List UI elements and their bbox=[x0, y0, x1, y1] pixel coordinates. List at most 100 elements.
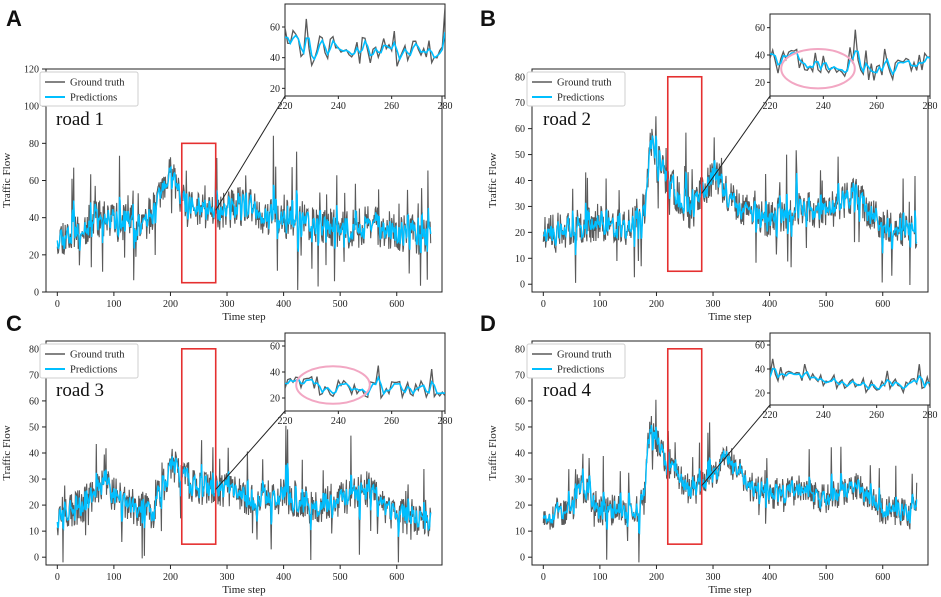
x-tick-label: 500 bbox=[819, 299, 834, 310]
x-axis-label: Time step bbox=[708, 584, 752, 596]
panel-a: 0 100 200 300 400 500 600 0 20 40 60 80 100 120 Time s… bbox=[1, 3, 453, 323]
inset-frame bbox=[284, 332, 446, 412]
inset-series-ground-truth bbox=[770, 29, 930, 82]
highlight-box bbox=[180, 142, 217, 284]
panel-c: 0 100 200 300 400 500 600 0 10 20 30 40 50 60 70 80 Time… bbox=[1, 311, 453, 596]
y-tick-label: 10 bbox=[515, 527, 525, 538]
legend: Ground truth Predictions bbox=[39, 71, 139, 107]
legend-label-ground-truth: Ground truth bbox=[70, 350, 125, 361]
y-axis-label: Traffic Flow bbox=[1, 153, 13, 208]
y-tick-label: 100 bbox=[24, 102, 39, 113]
y-tick-label: 40 bbox=[515, 176, 525, 187]
road-label: road 4 bbox=[543, 380, 592, 401]
series-ground-truth bbox=[542, 116, 918, 286]
highlight-box bbox=[666, 75, 703, 273]
x-tick-label: 500 bbox=[333, 572, 348, 583]
inset-frame bbox=[769, 332, 931, 406]
y-tick-label: 0 bbox=[34, 553, 39, 564]
x-tick-label: 100 bbox=[592, 299, 607, 310]
x-tick-label: 600 bbox=[389, 572, 404, 583]
inset: 220 240 260 280 20 40 60 bbox=[755, 332, 938, 421]
y-tick-label: 20 bbox=[515, 501, 525, 512]
inset-y-tick-label: 60 bbox=[755, 23, 765, 34]
inset-y-tick-label: 20 bbox=[270, 394, 280, 405]
y-tick-label: 70 bbox=[515, 98, 525, 109]
y-tick-label: 0 bbox=[34, 288, 39, 299]
x-tick-label: 600 bbox=[389, 299, 404, 310]
inset-x-tick-label: 220 bbox=[278, 101, 293, 112]
inset-series-predictions bbox=[285, 31, 445, 62]
y-axis-label: Traffic Flow bbox=[487, 153, 499, 208]
x-tick-label: 300 bbox=[220, 299, 235, 310]
y-tick-label: 20 bbox=[29, 250, 39, 261]
x-tick-label: 100 bbox=[106, 299, 121, 310]
y-tick-label: 80 bbox=[515, 72, 525, 83]
inset-y-tick-label: 40 bbox=[270, 53, 280, 64]
inset-series-ground-truth bbox=[285, 365, 445, 400]
panel-letter: D bbox=[480, 311, 496, 336]
x-tick-label: 600 bbox=[875, 572, 890, 583]
y-tick-label: 10 bbox=[515, 254, 525, 265]
inset-y-tick-label: 20 bbox=[270, 84, 280, 95]
x-tick-label: 300 bbox=[706, 299, 721, 310]
inset-y-tick-label: 40 bbox=[755, 51, 765, 62]
highlight-box bbox=[666, 348, 703, 545]
inset-x-tick-label: 220 bbox=[278, 416, 293, 427]
inset-x-tick-label: 220 bbox=[763, 101, 778, 112]
legend-label-predictions: Predictions bbox=[70, 365, 117, 376]
inset-x-tick-label: 260 bbox=[384, 416, 399, 427]
inset-y-tick-label: 60 bbox=[270, 342, 280, 353]
inset-x-tick-label: 240 bbox=[331, 101, 346, 112]
x-tick-label: 400 bbox=[762, 299, 777, 310]
y-tick-label: 120 bbox=[24, 65, 39, 76]
series-predictions bbox=[56, 456, 432, 537]
x-tick-label: 0 bbox=[541, 572, 546, 583]
legend-label-predictions: Predictions bbox=[70, 93, 117, 104]
y-axis-label: Traffic Flow bbox=[1, 425, 13, 480]
x-tick-label: 0 bbox=[55, 572, 60, 583]
panel-letter: C bbox=[6, 311, 22, 336]
legend: Ground truth Predictions bbox=[39, 343, 139, 379]
inset-x-tick-label: 260 bbox=[869, 410, 884, 421]
x-tick-label: 600 bbox=[875, 299, 890, 310]
panel-letter: B bbox=[480, 6, 496, 31]
legend-label-predictions: Predictions bbox=[557, 365, 604, 376]
x-tick-label: 0 bbox=[541, 299, 546, 310]
legend-label-predictions: Predictions bbox=[557, 93, 604, 104]
panel-d: 0 100 200 300 400 500 600 0 10 20 30 40 50 60 70 80 Time… bbox=[480, 311, 938, 596]
legend-label-ground-truth: Ground truth bbox=[557, 350, 612, 361]
y-tick-label: 50 bbox=[515, 150, 525, 161]
inset: 220 240 260 280 20 40 60 bbox=[755, 13, 938, 112]
x-tick-label: 200 bbox=[163, 572, 178, 583]
y-tick-label: 60 bbox=[515, 396, 525, 407]
inset-x-tick-label: 260 bbox=[869, 101, 884, 112]
x-tick-label: 0 bbox=[55, 299, 60, 310]
y-tick-label: 50 bbox=[515, 422, 525, 433]
x-tick-label: 100 bbox=[592, 572, 607, 583]
x-tick-label: 200 bbox=[649, 572, 664, 583]
x-axis-label: Time step bbox=[222, 584, 266, 596]
y-tick-label: 40 bbox=[515, 449, 525, 460]
inset-frame bbox=[769, 13, 931, 97]
y-tick-label: 80 bbox=[29, 344, 39, 355]
inset-y-tick-label: 20 bbox=[755, 78, 765, 89]
panel-b: 0 100 200 300 400 500 600 0 10 20 30 40 50 60 70 80 Time… bbox=[480, 6, 938, 323]
inset-ellipse bbox=[780, 47, 856, 90]
y-tick-label: 70 bbox=[29, 370, 39, 381]
inset: 220 240 260 280 20 40 60 bbox=[270, 3, 453, 112]
y-tick-label: 10 bbox=[29, 527, 39, 538]
y-tick-label: 20 bbox=[515, 228, 525, 239]
inset-y-tick-label: 40 bbox=[755, 365, 765, 376]
inset-x-tick-label: 280 bbox=[438, 101, 453, 112]
x-tick-label: 400 bbox=[762, 572, 777, 583]
x-tick-label: 200 bbox=[649, 299, 664, 310]
y-tick-label: 50 bbox=[29, 422, 39, 433]
panel-letter: A bbox=[6, 6, 22, 31]
inset-connector bbox=[701, 95, 771, 194]
road-label: road 1 bbox=[56, 109, 104, 130]
y-tick-label: 60 bbox=[29, 396, 39, 407]
x-tick-label: 300 bbox=[706, 572, 721, 583]
inset-connector bbox=[215, 410, 286, 490]
y-tick-label: 30 bbox=[515, 202, 525, 213]
